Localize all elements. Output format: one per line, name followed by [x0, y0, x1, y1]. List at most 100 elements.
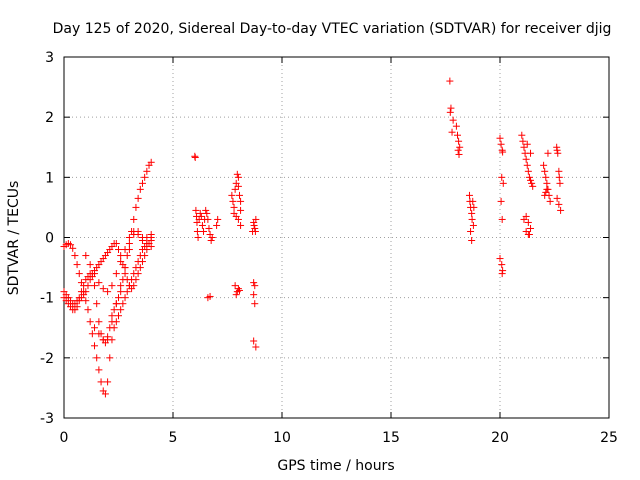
data-point	[252, 215, 260, 223]
data-point	[143, 240, 151, 248]
data-point	[207, 237, 215, 245]
data-point	[542, 188, 550, 196]
data-point	[252, 343, 260, 351]
data-point	[194, 234, 202, 241]
y-tick-label: 1	[45, 170, 54, 186]
data-point	[237, 197, 245, 205]
data-point	[117, 258, 125, 266]
data-point	[95, 366, 103, 374]
data-point	[141, 173, 149, 181]
data-point	[448, 128, 456, 136]
data-point	[555, 167, 563, 175]
data-point	[528, 179, 536, 187]
chart-title: Day 125 of 2020, Sidereal Day-to-day VTE…	[53, 21, 612, 37]
data-point	[446, 108, 454, 116]
data-point	[77, 288, 85, 296]
data-point	[80, 282, 88, 290]
data-point	[469, 221, 477, 229]
data-point	[468, 209, 476, 217]
y-tick-label: -1	[40, 291, 54, 307]
data-point	[470, 203, 478, 211]
data-point	[455, 137, 463, 145]
data-point	[123, 252, 131, 260]
data-point	[522, 155, 530, 163]
data-point	[132, 203, 140, 211]
data-point	[496, 134, 504, 142]
y-tick-label: -3	[40, 411, 54, 427]
data-point	[123, 288, 131, 296]
data-point	[250, 279, 258, 287]
data-point	[125, 246, 133, 254]
data-point	[237, 206, 245, 214]
data-point	[91, 270, 99, 278]
data-point	[136, 185, 144, 193]
data-point	[251, 300, 259, 308]
data-point	[468, 237, 476, 245]
data-point	[250, 291, 258, 299]
data-point	[198, 221, 206, 229]
data-point	[117, 282, 125, 290]
data-point	[527, 176, 535, 184]
data-point	[67, 241, 75, 249]
data-point	[231, 185, 239, 193]
data-point	[125, 234, 133, 241]
data-point	[237, 221, 245, 229]
data-point	[541, 191, 549, 199]
data-point	[115, 312, 122, 320]
data-point	[498, 173, 506, 181]
y-axis-label: SDTVAR / TECUs	[6, 181, 22, 296]
data-point	[71, 252, 79, 260]
data-point	[192, 206, 200, 214]
data-point	[75, 270, 83, 278]
data-point	[134, 227, 142, 235]
data-point	[554, 149, 562, 157]
data-point	[138, 179, 146, 187]
data-point	[214, 215, 222, 223]
data-point	[553, 146, 561, 154]
data-point	[453, 131, 461, 139]
data-point	[115, 294, 122, 302]
data-point	[84, 306, 92, 314]
data-point	[467, 227, 475, 235]
data-point	[232, 291, 240, 299]
data-points	[60, 77, 565, 398]
data-point	[82, 252, 90, 260]
data-point	[249, 227, 257, 235]
data-point	[546, 197, 554, 205]
data-point	[525, 230, 533, 238]
data-point	[91, 282, 99, 290]
data-point	[234, 182, 242, 190]
data-point	[147, 158, 155, 166]
data-point	[93, 300, 101, 308]
data-point	[499, 179, 507, 187]
data-point	[136, 264, 144, 272]
data-point	[108, 318, 116, 326]
data-point	[556, 179, 564, 187]
data-point	[557, 206, 565, 214]
data-point	[130, 230, 138, 238]
data-point	[497, 140, 505, 148]
data-point	[104, 288, 112, 296]
x-tick-label: 25	[600, 430, 618, 446]
data-point	[527, 224, 535, 232]
data-point	[527, 149, 535, 157]
data-point	[523, 161, 531, 169]
data-point	[449, 116, 457, 124]
axis-ticks	[63, 56, 610, 419]
data-point	[193, 227, 201, 235]
data-point	[524, 167, 532, 175]
data-point	[498, 215, 506, 223]
data-point	[73, 261, 81, 269]
data-point	[208, 234, 216, 241]
data-point	[469, 197, 477, 205]
data-point	[230, 203, 238, 211]
data-point	[196, 209, 204, 217]
data-point	[523, 140, 531, 148]
data-point	[91, 324, 99, 332]
data-point	[112, 300, 120, 308]
data-point	[447, 104, 455, 112]
data-point	[519, 137, 527, 145]
data-point	[497, 197, 505, 205]
data-point	[543, 179, 551, 187]
